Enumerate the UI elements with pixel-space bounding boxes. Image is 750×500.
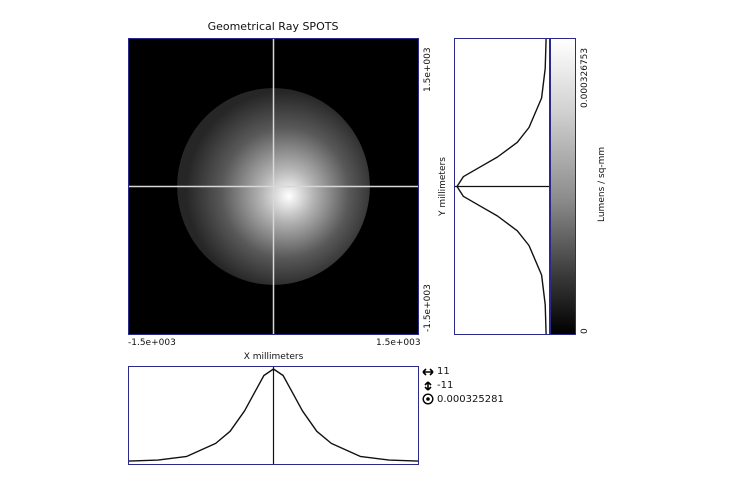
readout-x: 11 xyxy=(422,366,450,377)
chart-title: Geometrical Ray SPOTS xyxy=(207,20,339,33)
x-axis-label: X millimeters xyxy=(243,352,304,362)
spot-heatmap-panel[interactable] xyxy=(128,38,419,335)
target-icon xyxy=(422,393,434,405)
y-tick-min: -1.5e+003 xyxy=(423,284,433,332)
y-tick-max: 1.5e+003 xyxy=(423,47,433,92)
readout-y: -11 xyxy=(422,380,453,391)
x-tick-max: 1.5e+003 xyxy=(376,338,421,348)
colorbar-min-label: 0 xyxy=(580,328,590,334)
readout-intensity-value: 0.000325281 xyxy=(437,393,504,405)
readout-x-value: 11 xyxy=(437,366,450,377)
horizontal-arrows-icon xyxy=(422,367,434,376)
y-profile-plot xyxy=(455,39,549,334)
x-profile-plot xyxy=(129,367,418,464)
readout-value: 0.000325281 xyxy=(422,393,504,405)
spot-heatmap xyxy=(129,39,418,334)
colorbar xyxy=(550,38,576,335)
y-profile-panel xyxy=(454,38,550,335)
x-profile-panel xyxy=(128,366,419,465)
y-axis-label: Y millimeters xyxy=(438,157,448,216)
colorbar-label: Lumens / sq-mm xyxy=(597,146,607,222)
colorbar-max-label: 0.000326753 xyxy=(580,47,590,108)
readout-y-value: -11 xyxy=(437,380,454,391)
vertical-arrows-icon xyxy=(424,380,432,391)
x-tick-min: -1.5e+003 xyxy=(128,338,176,348)
